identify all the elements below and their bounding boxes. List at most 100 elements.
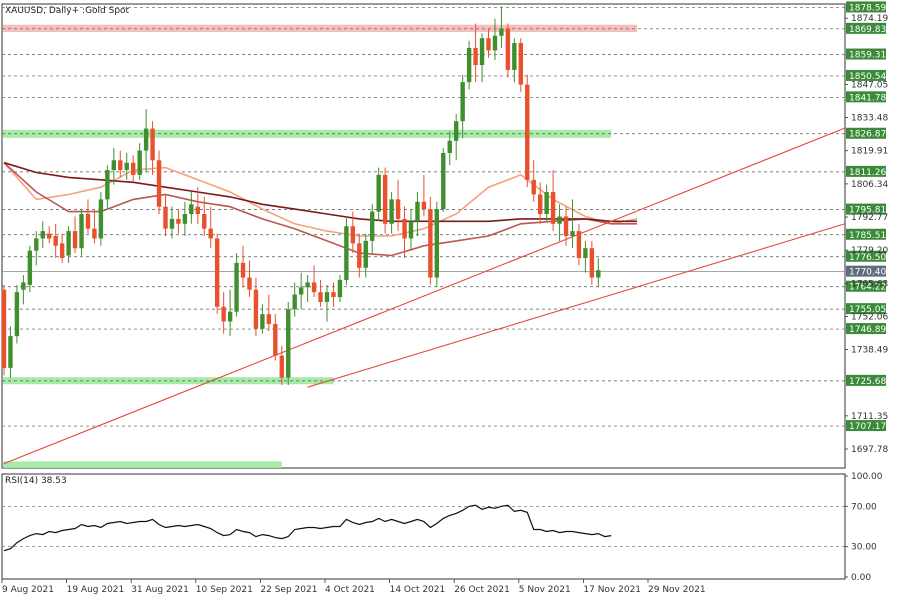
candle-body bbox=[486, 38, 491, 51]
candle-body bbox=[124, 162, 129, 171]
price-frame bbox=[1, 3, 846, 469]
candle-body bbox=[118, 160, 123, 171]
candle-body bbox=[298, 287, 304, 295]
candle-body bbox=[305, 282, 310, 288]
rsi-panel: 100.00 70.00 30.00 0.00 bbox=[1, 472, 883, 583]
candle-body bbox=[227, 311, 233, 322]
level-box bbox=[846, 265, 886, 277]
level-value: 1841.78 bbox=[849, 93, 886, 103]
candle-body bbox=[344, 226, 349, 280]
y-tick-label: 1697.78 bbox=[851, 445, 888, 455]
candle-body bbox=[434, 209, 440, 278]
candle-body bbox=[576, 231, 582, 258]
candle-body bbox=[143, 128, 149, 151]
x-tick-label: 17 Nov 2021 bbox=[583, 585, 641, 595]
candle-body bbox=[583, 248, 588, 258]
level-value: 1776.50 bbox=[849, 253, 886, 263]
candle-body bbox=[563, 216, 569, 236]
level-box bbox=[846, 303, 886, 315]
candle-body bbox=[518, 43, 523, 85]
level-box bbox=[846, 22, 886, 34]
candle-body bbox=[169, 218, 175, 229]
x-tick-label: 10 Sep 2021 bbox=[196, 585, 253, 595]
rsi-tick-label: 100.00 bbox=[851, 472, 883, 482]
candle-body bbox=[408, 221, 414, 239]
x-tick-label: 31 Aug 2021 bbox=[131, 585, 189, 595]
candle-body bbox=[21, 282, 26, 290]
candle-body bbox=[531, 179, 536, 195]
price-panel: 1878.59 1869.83 1859.31 1850.54 1841.78 1826.… bbox=[1, 1, 888, 595]
candle-body bbox=[34, 238, 39, 251]
candle-body bbox=[131, 162, 136, 175]
y-tick-label: 1711.35 bbox=[851, 412, 888, 422]
y-tick-label: 1819.91 bbox=[851, 147, 888, 157]
zone-rect bbox=[3, 461, 282, 468]
trendline bbox=[3, 127, 846, 465]
candle-body bbox=[525, 84, 530, 180]
y-tick-label: 1847.05 bbox=[851, 80, 888, 90]
y-tick-label: 1792.77 bbox=[851, 213, 888, 223]
candle-body bbox=[395, 199, 401, 219]
candle-body bbox=[544, 192, 549, 215]
candle-body bbox=[473, 47, 478, 66]
candle-body bbox=[589, 248, 595, 278]
candle-body bbox=[27, 250, 33, 285]
candle-body bbox=[66, 231, 71, 256]
candle-body bbox=[189, 204, 194, 215]
candle-body bbox=[53, 236, 58, 246]
zone-rect bbox=[3, 129, 612, 138]
candle-body bbox=[47, 233, 52, 239]
candle-body bbox=[14, 292, 20, 337]
candle-body bbox=[402, 218, 407, 239]
level-value: 1746.89 bbox=[849, 325, 886, 335]
candle-body bbox=[273, 323, 278, 356]
candle-body bbox=[311, 282, 317, 293]
candle-body bbox=[331, 292, 336, 298]
zone-rect bbox=[3, 377, 334, 385]
rsi-label: RSI(14) 38.53 bbox=[5, 476, 67, 486]
level-value: 1878.59 bbox=[849, 3, 886, 13]
rsi-tick-label: 70.00 bbox=[851, 502, 877, 512]
candle-body bbox=[214, 238, 220, 307]
level-box bbox=[846, 280, 886, 292]
x-tick-label: 19 Aug 2021 bbox=[67, 585, 125, 595]
candle-body bbox=[460, 82, 465, 122]
candle-body bbox=[350, 226, 356, 244]
y-tick-label: 1833.48 bbox=[851, 114, 888, 124]
candle-body bbox=[279, 355, 284, 378]
level-value: 1869.83 bbox=[849, 25, 886, 35]
candle-body bbox=[382, 174, 388, 224]
candle-body bbox=[376, 174, 381, 212]
level-value: 1764.22 bbox=[849, 283, 886, 293]
rsi-line bbox=[3, 504, 612, 552]
level-box bbox=[846, 203, 886, 215]
x-tick-label: 26 Oct 2021 bbox=[454, 585, 510, 595]
level-value: 1785.51 bbox=[849, 231, 886, 241]
candle-body bbox=[260, 314, 265, 329]
candle-body bbox=[537, 194, 543, 215]
candle-body bbox=[85, 214, 91, 229]
candle-body bbox=[156, 160, 162, 207]
candle-body bbox=[337, 279, 343, 298]
candle-body bbox=[59, 243, 65, 258]
candle-body bbox=[550, 192, 556, 224]
candle-body bbox=[247, 277, 252, 290]
y-tick-label: 1874.19 bbox=[851, 14, 888, 24]
level-value: 1707.17 bbox=[849, 422, 886, 432]
candle-body bbox=[324, 292, 330, 302]
candle-body bbox=[253, 289, 259, 329]
candle-body bbox=[111, 160, 117, 171]
candle-body bbox=[176, 218, 181, 224]
candle-body bbox=[505, 28, 511, 70]
candle-body bbox=[357, 243, 362, 268]
rsi-tick-label: 30.00 bbox=[851, 543, 877, 553]
candle-body bbox=[105, 170, 110, 200]
candle-body bbox=[72, 231, 78, 249]
level-value: 1811.26 bbox=[849, 168, 886, 178]
x-tick-label: 4 Oct 2021 bbox=[325, 585, 375, 595]
candle-body bbox=[8, 336, 13, 368]
x-tick-label: 5 Nov 2021 bbox=[519, 585, 571, 595]
candle-body bbox=[163, 206, 168, 229]
candle-body bbox=[150, 128, 155, 161]
x-tick-label: 29 Nov 2021 bbox=[648, 585, 706, 595]
